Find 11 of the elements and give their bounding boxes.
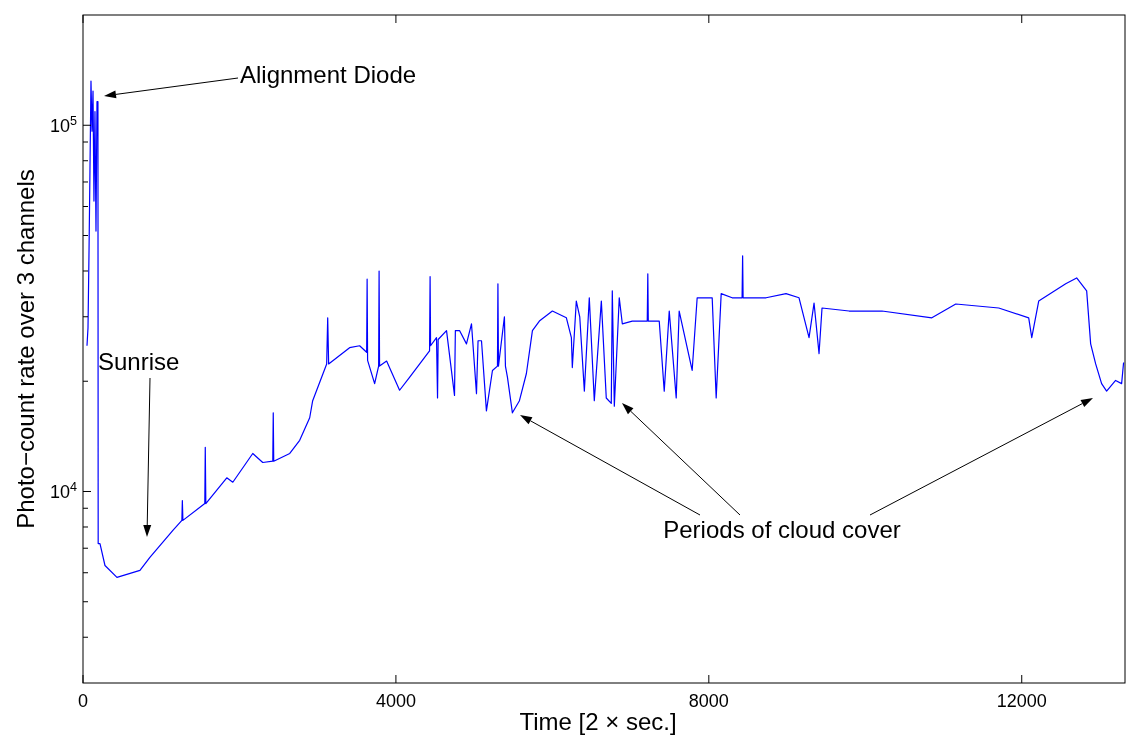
annotation: Sunrise xyxy=(98,348,180,375)
y-axis-title: Photo−count rate over 3 channels xyxy=(12,169,39,529)
x-axis-title: Time [2 × sec.] xyxy=(519,708,677,735)
x-tick-label: 8000 xyxy=(688,691,729,711)
x-tick-label: 0 xyxy=(77,691,89,711)
x-tick-label: 12000 xyxy=(996,691,1047,711)
x-tick-label: 4000 xyxy=(375,691,416,711)
y-tick-label: 10$^{5}$ xyxy=(49,114,77,137)
annotation: Alignment Diode xyxy=(240,61,417,88)
annotation: Periods of cloud cover xyxy=(663,516,901,543)
y-tick-label: 10$^{4}$ xyxy=(49,480,77,503)
